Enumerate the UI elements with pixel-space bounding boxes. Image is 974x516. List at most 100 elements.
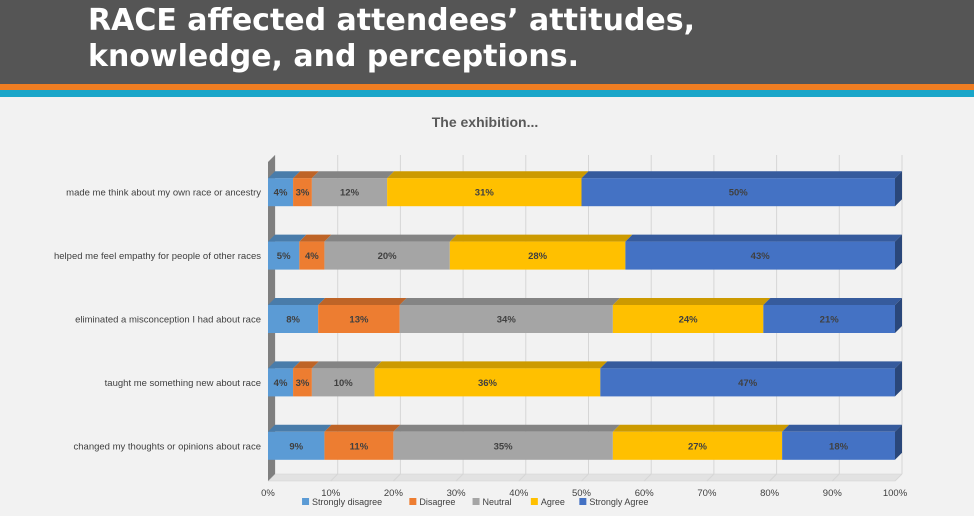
- bar-segment: [399, 305, 613, 333]
- bar-segment-side: [895, 361, 902, 397]
- legend-item: Neutral: [472, 497, 512, 507]
- data-label: 34%: [497, 315, 517, 326]
- data-label: 47%: [738, 378, 758, 389]
- data-label: 4%: [274, 188, 288, 199]
- bar-segment: [449, 241, 626, 270]
- bar-segment: [581, 178, 895, 207]
- x-tick-label: 10%: [321, 488, 341, 499]
- category-label: made me think about my own race or ances…: [66, 188, 261, 199]
- bar-row: 8% 13% 34% 24% 21%: [268, 298, 902, 333]
- chart-area: The exhibition... 4% 3% 12% 31% 50% 5% 4% 20% 28…: [0, 97, 974, 516]
- bar-segment-top: [318, 298, 407, 305]
- bars-group: 4% 3% 12% 31% 50% 5% 4% 20% 28% 43% 8% 13% 34% 24% 21%…: [268, 171, 902, 460]
- bar-segment-top: [268, 361, 301, 369]
- data-label: 28%: [528, 251, 548, 262]
- bar-segment: [268, 368, 294, 397]
- bar-segment: [293, 178, 312, 207]
- gridline-depth: [769, 473, 777, 482]
- gridline-depth: [581, 473, 589, 482]
- data-label: 3%: [296, 378, 310, 389]
- bar-segment: [268, 305, 319, 333]
- slide-title: RACE affected attendees’ attitudes, know…: [88, 3, 696, 74]
- bar-segment-top: [311, 171, 395, 179]
- bar-row: 9% 11% 35% 27% 18%: [268, 424, 902, 460]
- gridline-depth: [894, 473, 903, 482]
- data-label: 21%: [820, 315, 840, 326]
- category-label: changed my thoughts or opinions about ra…: [74, 441, 262, 452]
- bar-segment-top: [299, 234, 332, 242]
- bar-row: 4% 3% 12% 31% 50%: [268, 171, 902, 207]
- bar-segment-top: [293, 171, 319, 179]
- data-label: 27%: [688, 441, 708, 452]
- bar-segment-top: [399, 298, 620, 305]
- bar-segment: [393, 431, 613, 460]
- bar-segment: [324, 431, 394, 460]
- legend: Strongly disagree Disagree Neutral Agree Str…: [302, 497, 648, 507]
- data-label: 4%: [274, 378, 288, 389]
- bar-segment-top: [600, 361, 902, 369]
- legend-swatch: [302, 498, 310, 505]
- data-label: 18%: [829, 441, 849, 452]
- bar-segment: [299, 241, 325, 270]
- gridline-depth: [330, 473, 339, 482]
- bar-segment: [612, 305, 764, 333]
- stacked-bar-chart: The exhibition... 4% 3% 12% 31% 50% 5% 4% 20% 28…: [54, 114, 908, 507]
- blue-accent-stripe: [0, 90, 974, 97]
- bar-segment: [268, 178, 294, 207]
- category-label: helped me feel empathy for people of oth…: [54, 251, 261, 262]
- bar-row: 4% 3% 10% 36% 47%: [268, 361, 902, 397]
- legend-label: Disagree: [419, 497, 455, 507]
- data-label: 8%: [286, 315, 300, 326]
- legend-label: Strongly Agree: [589, 497, 648, 507]
- bar-segment-top: [268, 171, 301, 179]
- bar-segment: [324, 241, 450, 270]
- bar-segment-top: [311, 361, 382, 369]
- data-label: 11%: [350, 441, 369, 452]
- bar-segment: [293, 368, 312, 397]
- bar-segment-top: [763, 298, 902, 305]
- data-label: 20%: [378, 251, 398, 262]
- x-tick-label: 20%: [384, 488, 404, 499]
- bar-segment-top: [387, 171, 589, 179]
- legend-swatch: [409, 498, 417, 505]
- bar-segment-side: [895, 298, 902, 333]
- x-tick-label: 30%: [447, 488, 467, 499]
- bar-segment-top: [293, 361, 319, 369]
- legend-label: Strongly disagree: [312, 497, 382, 507]
- legend-item: Agree: [530, 497, 565, 507]
- x-tick-label: 90%: [823, 488, 843, 499]
- bar-segment: [625, 241, 895, 270]
- legend-item: Strongly disagree: [302, 497, 382, 507]
- data-label: 5%: [277, 251, 291, 262]
- x-tick-label: 80%: [760, 488, 780, 499]
- bar-segment-top: [612, 424, 790, 432]
- legend-item: Disagree: [409, 497, 455, 507]
- category-label: taught me something new about race: [105, 378, 261, 389]
- legend-label: Neutral: [483, 497, 512, 507]
- bar-segment-side: [895, 171, 902, 207]
- data-label: 9%: [289, 441, 303, 452]
- legend-label: Agree: [541, 497, 565, 507]
- x-tick-label: 60%: [635, 488, 655, 499]
- bar-segment: [318, 305, 400, 333]
- data-label: 4%: [305, 251, 319, 262]
- bar-segment: [782, 431, 895, 460]
- bar-segment: [612, 431, 783, 460]
- x-tick-label: 0%: [261, 488, 275, 499]
- bar-segment-top: [625, 234, 902, 242]
- gridline-depth: [393, 473, 401, 482]
- bar-segment-top: [324, 424, 401, 432]
- bar-segment-top: [581, 171, 902, 179]
- bar-segment-top: [393, 424, 620, 432]
- bar-segment-side: [895, 424, 902, 460]
- bar-segment: [600, 368, 895, 397]
- x-axis-tick-labels: 0% 10% 20% 30% 40% 50% 60% 70% 80% 90% 100%: [261, 488, 908, 499]
- bar-segment: [387, 178, 582, 207]
- bar-segment: [374, 368, 601, 397]
- category-label: eliminated a misconception I had about r…: [75, 315, 261, 326]
- data-label: 13%: [349, 315, 369, 326]
- orange-accent-stripe: [0, 84, 974, 90]
- gridline-depth: [831, 473, 840, 482]
- bar-segment-top: [268, 234, 307, 242]
- data-label: 24%: [679, 315, 699, 326]
